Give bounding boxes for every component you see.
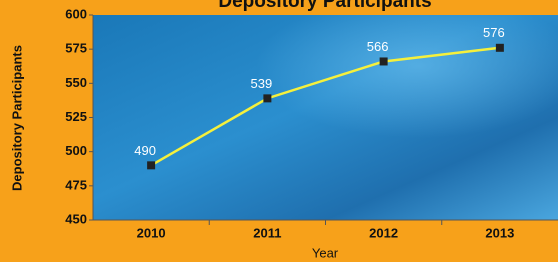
marker: [147, 161, 155, 169]
value-label: 490: [134, 143, 156, 158]
y-tick-label: 525: [65, 109, 87, 124]
marker: [496, 44, 504, 52]
x-tick-label: 2013: [485, 225, 514, 240]
x-tick-label: 2012: [369, 225, 398, 240]
x-tick-label: 2010: [137, 225, 166, 240]
chart-title: Depository Participants: [218, 0, 431, 12]
y-axis-label: Depository Participants: [9, 45, 24, 191]
marker: [263, 94, 271, 102]
y-tick-label: 450: [65, 211, 87, 226]
y-tick-label: 500: [65, 143, 87, 158]
plot-glow: [93, 15, 558, 220]
value-label: 539: [251, 76, 273, 91]
x-tick-label: 2011: [253, 225, 281, 240]
chart: Depository Participants Depository Parti…: [0, 0, 558, 262]
y-tick-label: 550: [65, 75, 87, 90]
value-label: 576: [483, 25, 505, 40]
marker: [380, 57, 388, 65]
y-tick-label: 575: [65, 41, 87, 56]
y-tick-label: 475: [65, 177, 87, 192]
x-axis-label: Year: [312, 245, 339, 260]
value-label: 566: [367, 39, 389, 54]
y-tick-label: 600: [65, 6, 87, 21]
